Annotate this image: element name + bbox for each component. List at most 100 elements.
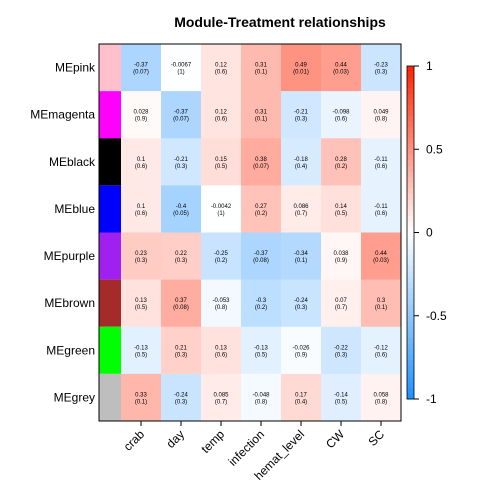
cell-pvalue-label: (0.6) xyxy=(135,211,147,217)
heatmap-cell xyxy=(361,138,402,186)
cell-pvalue-label: (0.1) xyxy=(255,70,267,76)
heatmap-cell xyxy=(201,185,242,233)
heatmap-cell xyxy=(201,44,242,92)
legend-color-step xyxy=(407,138,414,145)
heatmap-cell xyxy=(161,232,202,280)
legend-color-step xyxy=(407,332,414,339)
legend-color-step xyxy=(407,132,414,139)
cell-value-label: -0.048 xyxy=(252,392,270,398)
column-label-temp: temp xyxy=(198,427,227,456)
heatmap-cell xyxy=(321,232,362,280)
legend-tick-label: 1 xyxy=(426,59,433,73)
heatmap-cell xyxy=(281,185,322,233)
heatmap-cell xyxy=(321,91,362,139)
legend-color-step xyxy=(407,282,414,289)
module-color-bar-mepurple xyxy=(99,232,121,280)
cell-pvalue-label: (0.03) xyxy=(373,258,389,264)
heatmap-cell xyxy=(201,373,242,422)
heatmap-cell xyxy=(281,326,322,375)
legend-color-step xyxy=(407,204,414,211)
module-color-bar-megreen xyxy=(99,326,121,374)
cell-pvalue-label: (1) xyxy=(177,70,184,76)
cell-pvalue-label: (0.03) xyxy=(333,70,349,76)
legend-color-step xyxy=(407,360,414,367)
heatmap-cell xyxy=(361,44,402,92)
cell-value-label: 0.058 xyxy=(373,392,389,398)
heatmap-cell xyxy=(321,279,362,328)
heatmap-cell xyxy=(201,138,242,186)
legend-color-step xyxy=(407,288,414,295)
cell-pvalue-label: (0.3) xyxy=(175,258,187,264)
cell-pvalue-label: (1) xyxy=(217,211,224,217)
row-labels: MEpink MEmagenta MEblack MEblue MEpurple MEbr… xyxy=(30,61,96,405)
cell-value-label: 0.028 xyxy=(133,110,149,116)
cell-pvalue-label: (0.3) xyxy=(175,164,187,170)
cell-value-label: 0.085 xyxy=(213,392,229,398)
cell-value-label: 0.23 xyxy=(135,251,147,257)
cell-pvalue-label: (0.8) xyxy=(375,399,387,405)
cell-pvalue-label: (0.1) xyxy=(255,117,267,123)
heatmap-cell xyxy=(241,185,282,233)
cell-value-label: -0.14 xyxy=(334,392,348,398)
cell-pvalue-label: (0.6) xyxy=(375,164,387,170)
cell-pvalue-label: (0.6) xyxy=(215,70,227,76)
cell-pvalue-label: (0.08) xyxy=(173,305,189,311)
cell-pvalue-label: (0.6) xyxy=(375,211,387,217)
heatmap-cell xyxy=(121,232,162,280)
heatmap-cell xyxy=(161,185,202,233)
column-label-sc: SC xyxy=(365,427,387,449)
heatmap-cells: -0.37(0.07)-0.0067(1)0.12(0.6)0.31(0.1)0… xyxy=(121,44,402,422)
cell-value-label: 0.31 xyxy=(255,63,267,69)
heatmap-cell xyxy=(361,279,402,328)
row-label-mepurple: MEpurple xyxy=(44,249,96,263)
legend-color-step xyxy=(407,265,414,272)
cell-pvalue-label: (0.9) xyxy=(135,117,147,123)
row-label-megrey: MEgrey xyxy=(54,390,95,404)
cell-value-label: -0.23 xyxy=(374,63,388,69)
legend-color-step xyxy=(407,310,414,317)
row-label-meblack: MEblack xyxy=(49,155,96,169)
cell-value-label: -0.21 xyxy=(174,157,188,163)
legend-color-step xyxy=(407,210,414,217)
legend-color-step xyxy=(407,127,414,134)
cell-value-label: -0.13 xyxy=(254,345,268,351)
cell-pvalue-label: (0.5) xyxy=(135,305,147,311)
cell-value-label: 0.1 xyxy=(137,157,146,163)
legend-color-step xyxy=(407,382,414,389)
heatmap-cell xyxy=(241,279,282,328)
cell-pvalue-label: (0.3) xyxy=(295,117,307,123)
heatmap-cell xyxy=(321,44,362,92)
cell-pvalue-label: (0.3) xyxy=(135,258,147,264)
plot-border xyxy=(98,43,402,422)
legend-color-step xyxy=(407,82,414,89)
legend-color-step xyxy=(407,276,414,283)
cell-value-label: -0.053 xyxy=(212,298,230,304)
heatmap-cell xyxy=(241,232,282,280)
cell-value-label: -0.24 xyxy=(174,392,188,398)
cell-pvalue-label: (0.2) xyxy=(335,164,347,170)
chart-title: Module-Treatment relationships xyxy=(174,14,386,30)
cell-value-label: 0.27 xyxy=(255,204,267,210)
cell-pvalue-label: (0.8) xyxy=(255,399,267,405)
cell-value-label: 0.12 xyxy=(215,63,227,69)
heatmap-cell xyxy=(361,91,402,139)
legend-color-step xyxy=(407,365,414,372)
cell-value-label: -0.25 xyxy=(214,251,228,257)
cell-value-label: -0.37 xyxy=(174,110,188,116)
cell-pvalue-label: (0.5) xyxy=(255,352,267,358)
heatmap-cell xyxy=(201,232,242,280)
legend-color-step xyxy=(407,177,414,184)
legend-color-step xyxy=(407,232,414,239)
cell-value-label: 0.3 xyxy=(377,298,386,304)
cell-value-label: 0.49 xyxy=(295,63,307,69)
heatmap-cell xyxy=(201,91,242,139)
legend-color-step xyxy=(407,171,414,178)
row-label-meblue: MEblue xyxy=(54,202,95,216)
heatmap-cell xyxy=(361,185,402,233)
cell-pvalue-label: (0.3) xyxy=(175,352,187,358)
cell-pvalue-label: (0.4) xyxy=(295,399,307,405)
cell-value-label: 0.44 xyxy=(375,251,387,257)
module-color-bar-memagenta xyxy=(99,91,121,139)
cell-value-label: 0.38 xyxy=(255,157,267,163)
